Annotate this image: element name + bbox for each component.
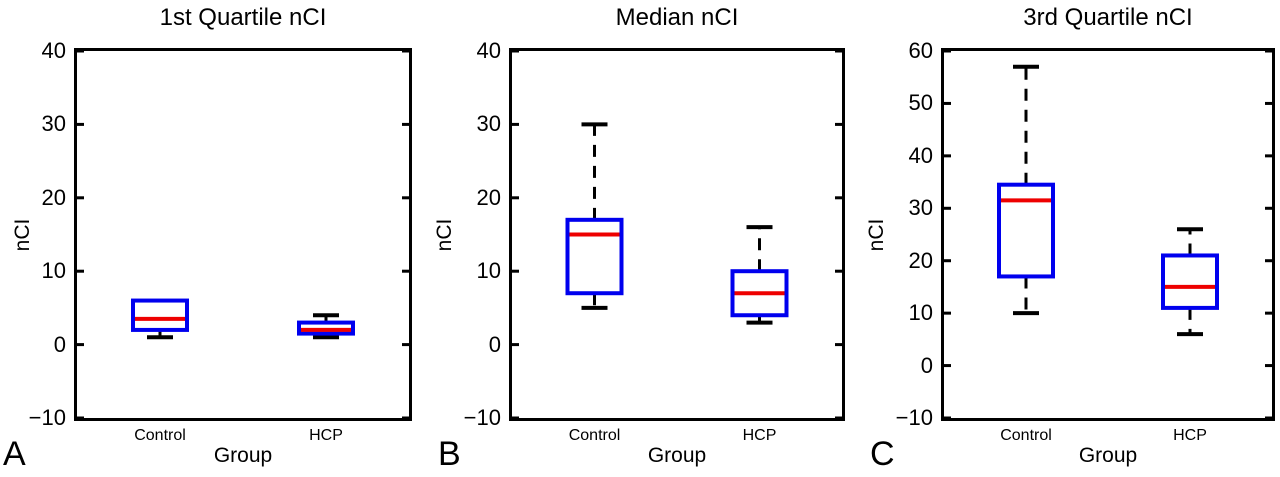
y-tick-label: 60 [908, 38, 933, 63]
x-tick-label-control: Control [568, 427, 621, 444]
boxplot-control [131, 298, 189, 340]
boxplot-hcp [1161, 227, 1219, 337]
iqr-box [1161, 253, 1219, 310]
y-tick-label: −10 [895, 405, 933, 430]
y-tick-label: 0 [53, 331, 66, 357]
y-tick-label: 30 [476, 111, 501, 137]
plot-area [74, 48, 412, 421]
boxplot-canvas [944, 51, 1272, 418]
boxplot-hcp [730, 225, 789, 325]
y-tick-label: 10 [476, 258, 501, 284]
panel-letter: B [438, 435, 461, 473]
panel-title: 1st Quartile nCI [159, 4, 327, 31]
y-tick-label: 0 [488, 331, 501, 357]
boxplot-control [997, 64, 1055, 316]
plot-area [941, 48, 1275, 421]
x-tick-label-hcp: HCP [309, 427, 343, 444]
y-axis-label: nCI [865, 218, 888, 251]
y-tick-label: 10 [41, 258, 66, 284]
y-tick-label: 20 [476, 184, 501, 210]
plot-area [509, 48, 845, 421]
y-tick-label: 40 [41, 38, 66, 63]
x-tick-label-control: Control [134, 427, 186, 444]
y-tick-label: −10 [28, 405, 66, 430]
y-axis-label: nCI [11, 218, 34, 251]
y-tick-label: 10 [908, 300, 933, 326]
boxplot-canvas [512, 51, 842, 418]
x-tick-label-hcp: HCP [742, 427, 777, 444]
boxplot-canvas [77, 51, 409, 418]
x-tick-label-control: Control [1000, 427, 1052, 444]
y-tick-label: 30 [41, 111, 66, 137]
y-tick-label: 50 [908, 90, 933, 116]
boxplot-hcp [297, 313, 355, 340]
y-tick-label: 20 [41, 184, 66, 210]
boxplot-control [565, 122, 624, 310]
panel-title: 3rd Quartile nCI [1023, 4, 1193, 31]
y-tick-label: 40 [476, 38, 501, 63]
iqr-box [131, 298, 189, 332]
x-axis-label: Group [213, 444, 273, 467]
y-tick-label: 0 [920, 352, 933, 378]
x-tick-label-hcp: HCP [1173, 427, 1207, 444]
iqr-box [565, 217, 624, 296]
y-tick-label: 40 [908, 142, 933, 168]
y-tick-label: 20 [908, 247, 933, 273]
y-tick-label: −10 [463, 405, 501, 430]
x-axis-label: Group [1078, 444, 1138, 467]
panel-title: Median nCI [615, 4, 739, 31]
panel-letter: C [870, 435, 895, 473]
y-tick-label: 30 [908, 195, 933, 221]
x-axis-label: Group [647, 444, 707, 467]
y-axis-label: nCI [433, 218, 456, 251]
panel-letter: A [3, 435, 26, 473]
